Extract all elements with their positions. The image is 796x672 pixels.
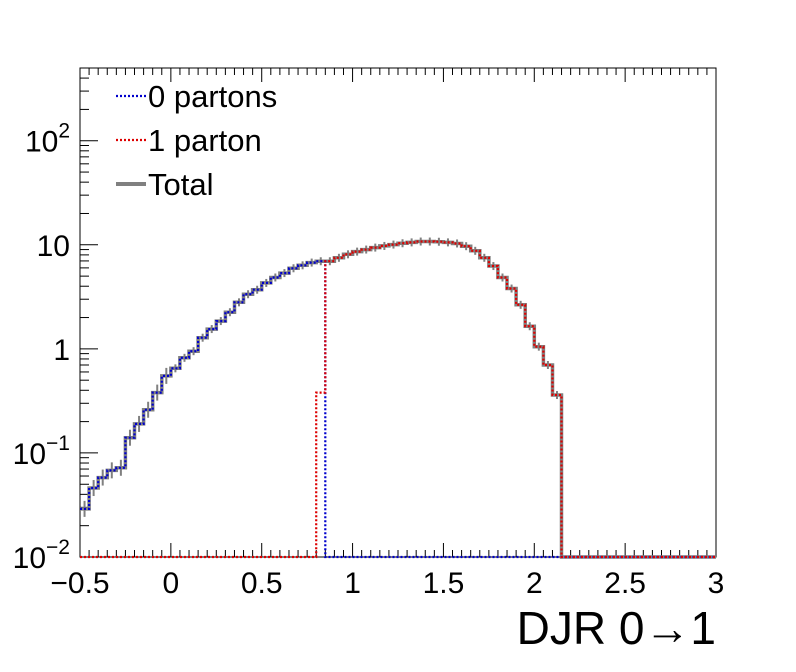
series-1-parton	[80, 240, 716, 559]
y-axis-ticks: 10−2 10−1 1 10 102	[13, 67, 98, 575]
legend-label: Total	[148, 167, 213, 202]
series-total	[80, 239, 716, 559]
y-tick-label: 1	[53, 334, 70, 367]
series-0-partons	[80, 260, 716, 559]
legend-label: 1 parton	[148, 123, 262, 158]
y-tick-label: 10−1	[13, 432, 70, 471]
y-tick-label: 102	[25, 120, 70, 159]
x-tick-label: 0	[163, 567, 180, 600]
x-tick-label: −0.5	[50, 567, 109, 600]
x-tick-label: 0.5	[241, 567, 283, 600]
x-axis-ticks: −0.5 0 0.5 1 1.5 2 2.5 3	[50, 68, 724, 600]
y-tick-label: 10−2	[13, 536, 70, 575]
x-tick-label: 2	[526, 567, 543, 600]
x-tick-label: 1	[344, 567, 361, 600]
legend: 0 partons 1 parton Total	[116, 79, 277, 202]
x-axis-label: DJR 0→1	[517, 602, 716, 654]
y-tick-label: 10	[37, 230, 70, 263]
x-tick-label: 2.5	[604, 567, 646, 600]
series-layer	[80, 237, 716, 559]
x-tick-label: 1.5	[423, 567, 465, 600]
legend-label: 0 partons	[148, 79, 277, 114]
x-tick-label: 3	[708, 567, 725, 600]
